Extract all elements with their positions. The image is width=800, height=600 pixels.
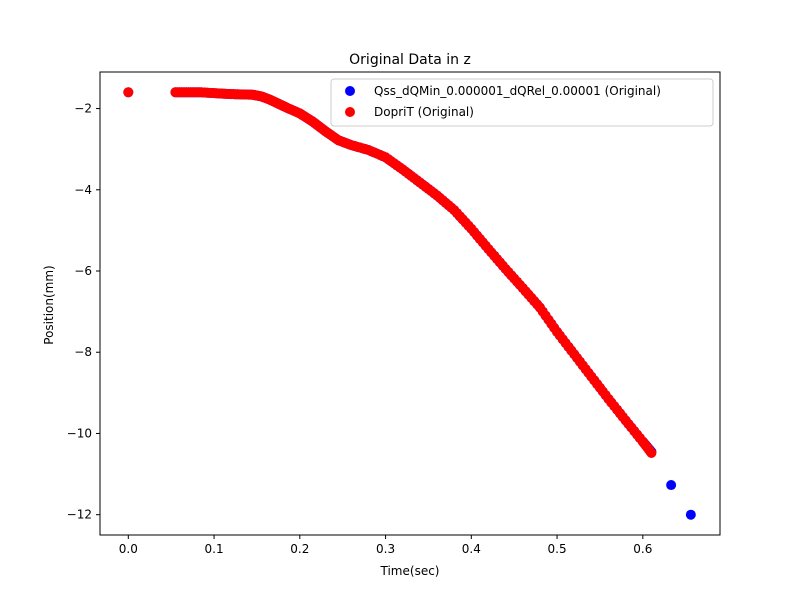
y-tick-label: −4: [74, 183, 92, 197]
dopri-data-point: [123, 87, 134, 98]
y-tick-label: −8: [74, 345, 92, 359]
dopri-data-point: [646, 447, 657, 458]
x-tick-label: 0.3: [376, 542, 395, 556]
y-tick-label: −10: [67, 426, 92, 440]
y-tick-label: −6: [74, 264, 92, 278]
y-tick-label: −12: [67, 508, 92, 522]
y-axis-label: Position(mm): [42, 265, 56, 344]
x-tick-label: 0.0: [119, 542, 138, 556]
x-tick-label: 0.2: [290, 542, 309, 556]
chart-title: Original Data in z: [349, 52, 471, 68]
y-ticks: −2 −4 −6 −8 −10 −12: [67, 102, 100, 522]
qss-data-point: [685, 509, 696, 520]
points-layer: [123, 87, 696, 520]
x-tick-label: 0.5: [548, 542, 567, 556]
x-tick-label: 0.4: [462, 542, 481, 556]
x-tick-label: 0.1: [205, 542, 224, 556]
y-tick-label: −2: [74, 102, 92, 116]
legend: Qss_dQMin_0.000001_dQRel_0.00001 (Origin…: [330, 78, 714, 127]
x-tick-label: 0.6: [633, 542, 652, 556]
legend-label-dopri: DopriT (Original): [374, 105, 474, 119]
legend-frame: [330, 78, 714, 127]
qss-data-point: [666, 480, 677, 491]
legend-marker-dopri: [345, 107, 355, 117]
x-axis-label: Time(sec): [380, 564, 440, 578]
axes-frame: [99, 71, 721, 536]
x-ticks: 0.0 0.1 0.2 0.3 0.4 0.5 0.6: [119, 535, 652, 556]
legend-marker-qss: [345, 86, 355, 96]
legend-label-qss: Qss_dQMin_0.000001_dQRel_0.00001 (Origin…: [374, 84, 661, 98]
